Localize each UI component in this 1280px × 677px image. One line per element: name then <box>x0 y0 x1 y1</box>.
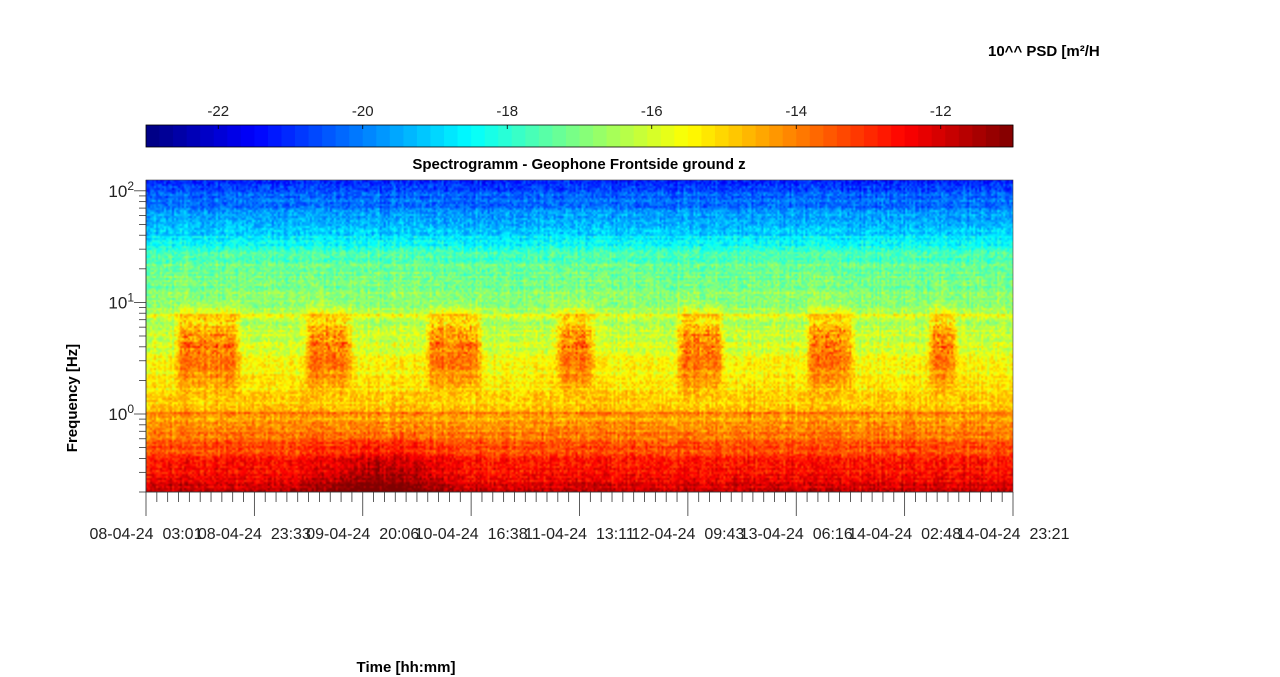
colorbar-band <box>430 125 445 147</box>
colorbar-band <box>295 125 309 147</box>
colorbar-band <box>471 125 486 147</box>
colorbar-band <box>660 125 675 147</box>
colorbar-band <box>606 125 621 147</box>
colorbar-band <box>918 125 933 147</box>
colorbar-band <box>904 125 919 147</box>
colorbar-band <box>796 125 811 147</box>
colorbar-band <box>999 125 1014 147</box>
y-axis-label: Frequency [Hz] <box>64 344 81 452</box>
colorbar-band <box>769 125 784 147</box>
colorbar-band <box>836 125 851 147</box>
colorbar-band <box>809 125 824 147</box>
x-axis-label: Time [hh:mm] <box>357 659 456 676</box>
colorbar-band <box>335 125 350 147</box>
colorbar-band <box>620 125 635 147</box>
x-tick-label: 14-04-24 02:48 <box>848 526 961 543</box>
colorbar-band <box>444 125 458 147</box>
x-tick-label: 09-04-24 20:06 <box>306 526 419 543</box>
colorbar-band <box>389 125 404 147</box>
x-tick-label: 13-04-24 06:16 <box>740 526 853 543</box>
colorbar-band <box>308 125 323 147</box>
y-tick-label: 102 <box>108 179 134 201</box>
x-tick-label: 10-04-24 16:38 <box>415 526 528 543</box>
colorbar-band <box>484 125 499 147</box>
colorbar-frame <box>145 124 1014 148</box>
colorbar-band <box>349 125 364 147</box>
colorbar-tick-label: -22 <box>207 103 229 120</box>
colorbar-band <box>958 125 973 147</box>
colorbar-band <box>511 125 526 147</box>
colorbar-tick-label: -12 <box>930 103 952 120</box>
colorbar-band <box>240 125 255 147</box>
colorbar-band <box>457 125 472 147</box>
colorbar-band <box>863 125 878 147</box>
colorbar-band <box>525 125 540 147</box>
colorbar-band <box>173 125 188 147</box>
x-tick-label: 12-04-24 09:43 <box>631 526 744 543</box>
colorbar-tick-label: -14 <box>785 103 807 120</box>
colorbar: -22 -20 -18 -16 -14 -12 <box>145 103 1014 148</box>
colorbar-band <box>552 125 567 147</box>
colorbar-band <box>823 125 838 147</box>
colorbar-band <box>322 125 337 147</box>
colorbar-band <box>362 125 377 147</box>
colorbar-band <box>376 125 391 147</box>
chart-title: Spectrogramm - Geophone Frontside ground… <box>412 156 745 173</box>
colorbar-band <box>985 125 1000 147</box>
colorbar-band <box>877 125 892 147</box>
colorbar-tick-label: -16 <box>641 103 663 120</box>
colorbar-band <box>593 125 607 147</box>
colorbar-band <box>213 125 228 147</box>
colorbar-band <box>850 125 865 147</box>
colorbar-band <box>403 125 418 147</box>
colorbar-band <box>647 125 662 147</box>
colorbar-tick-label: -18 <box>496 103 518 120</box>
colorbar-band <box>742 125 757 147</box>
colorbar-band <box>281 125 296 147</box>
colorbar-band <box>701 125 716 147</box>
colorbar-band <box>267 125 282 147</box>
colorbar-label: 10^^ PSD [m²/H <box>988 43 1100 60</box>
colorbar-band <box>416 125 431 147</box>
colorbar-band <box>159 125 174 147</box>
colorbar-band <box>200 125 215 147</box>
colorbar-band <box>674 125 689 147</box>
colorbar-band <box>945 125 960 147</box>
x-tick-label: 14-04-24 23:21 <box>957 526 1070 543</box>
colorbar-band <box>227 125 242 147</box>
y-axis: 100 101 102 <box>108 179 147 493</box>
colorbar-band <box>931 125 946 147</box>
colorbar-band <box>714 125 729 147</box>
colorbar-band <box>498 125 513 147</box>
y-tick-label: 101 <box>108 290 134 312</box>
colorbar-band <box>565 125 580 147</box>
x-tick-label: 11-04-24 13:11 <box>524 526 635 543</box>
colorbar-band <box>579 125 594 147</box>
colorbar-band <box>972 125 987 147</box>
colorbar-band <box>755 125 770 147</box>
colorbar-band <box>146 125 160 147</box>
colorbar-tick-label: -20 <box>352 103 374 120</box>
y-tick-label: 100 <box>108 402 134 424</box>
colorbar-band <box>538 125 553 147</box>
colorbar-band <box>254 125 269 147</box>
colorbar-band <box>633 125 648 147</box>
x-tick-label: 08-04-24 03:01 <box>90 526 203 543</box>
spectrogram-heatmap <box>146 180 1013 492</box>
x-tick-label: 08-04-24 23:33 <box>198 526 311 543</box>
colorbar-band <box>687 125 702 147</box>
colorbar-band <box>891 125 906 147</box>
colorbar-band <box>728 125 743 147</box>
colorbar-band <box>186 125 201 147</box>
colorbar-band <box>782 125 797 147</box>
